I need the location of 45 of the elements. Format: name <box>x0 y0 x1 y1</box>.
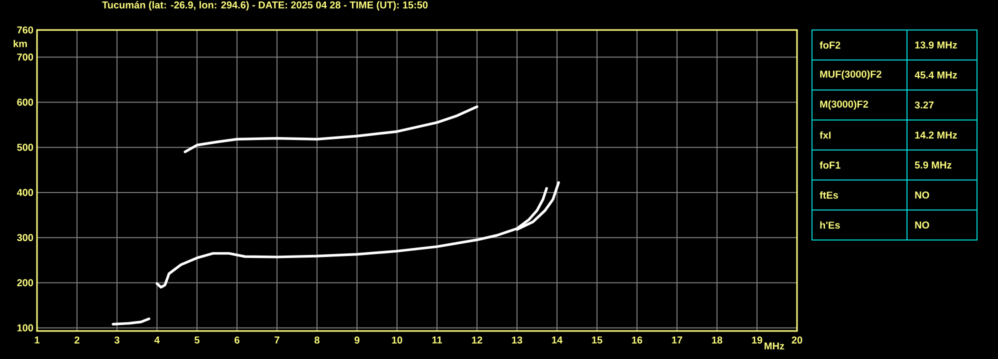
x-axis-title: MHz <box>764 342 784 350</box>
text: fxI <box>820 131 831 139</box>
x-tick-label: 11 <box>432 336 442 344</box>
text: h'Es <box>820 221 840 229</box>
y-tick-label: 760 <box>17 26 34 34</box>
text: NO <box>915 191 930 199</box>
text: 3.27 <box>914 101 934 109</box>
text: ftEs <box>820 191 838 199</box>
x-tick-label: 9 <box>354 336 360 344</box>
chart-title: Tucumán (lat: -26.9, lon: 294.6) - DATE: 2025 04 28 - TIME (UT): 15:50 <box>102 1 428 10</box>
x-tick-label: 5 <box>194 336 200 344</box>
x-tick-label: 3 <box>114 336 120 344</box>
y-tick-label: 700 <box>17 54 34 61</box>
text: foF1 <box>820 161 840 169</box>
x-tick-label: 13 <box>512 336 522 344</box>
x-tick-label: 8 <box>314 336 320 344</box>
x-tick-label: 6 <box>234 336 240 344</box>
y-tick-label: 400 <box>16 188 34 196</box>
text: 14.2 MHz <box>915 132 957 138</box>
text: 5.9 MHz <box>914 161 952 169</box>
x-tick-label: 16 <box>632 336 642 344</box>
y-tick-label: 100 <box>17 324 34 332</box>
x-tick-label: 2 <box>74 336 80 344</box>
x-tick-label: 1 <box>34 336 40 344</box>
x-tick-label: 7 <box>274 336 280 344</box>
y-tick-label: 200 <box>17 279 34 286</box>
x-tick-label: 18 <box>712 336 722 344</box>
text: 45.4 MHz <box>914 72 957 78</box>
text: MUF(3000)F2 <box>820 70 882 80</box>
text: foF2 <box>820 41 840 49</box>
y-tick-label: 300 <box>17 234 34 242</box>
x-tick-label: 15 <box>592 336 602 344</box>
x-tick-label: 17 <box>672 336 682 344</box>
x-tick-label: 14 <box>552 336 563 344</box>
y-tick-label: 500 <box>17 144 34 151</box>
x-tick-label: 19 <box>752 336 762 344</box>
text: 13.9 MHz <box>915 41 957 49</box>
x-tick-label: 4 <box>154 336 160 344</box>
x-tick-label: 10 <box>392 336 402 344</box>
text: M(3000)F2 <box>820 100 868 110</box>
x-tick-label: 12 <box>472 336 482 344</box>
x-tick-label: 20 <box>792 336 802 344</box>
y-tick-label: 600 <box>17 98 34 106</box>
y-axis-title: km <box>14 40 27 48</box>
text: NO <box>915 221 930 229</box>
